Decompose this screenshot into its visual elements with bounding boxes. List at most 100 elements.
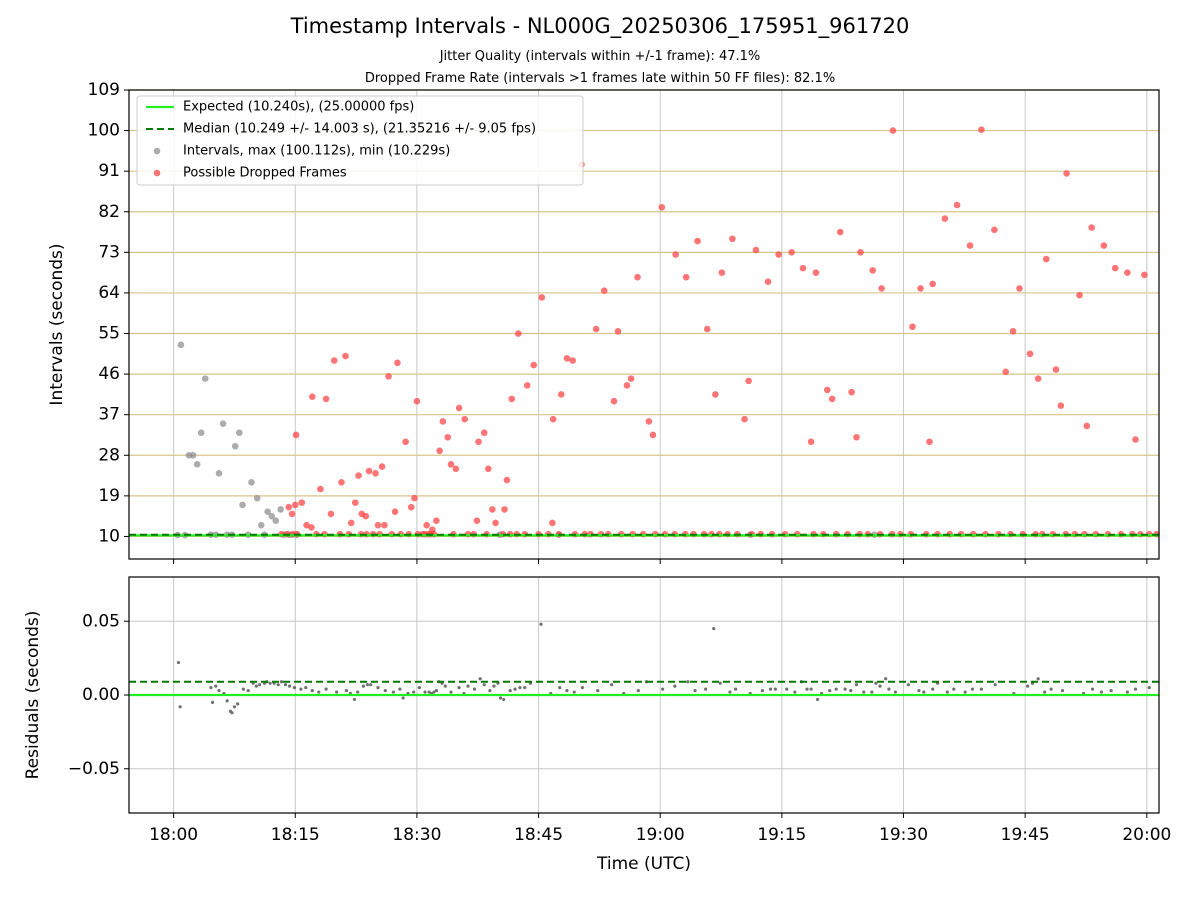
dropped-frame-point bbox=[889, 127, 897, 134]
residual-point bbox=[887, 687, 891, 691]
residual-point bbox=[878, 684, 882, 688]
dropped-frame-point bbox=[439, 418, 447, 425]
interval-point bbox=[201, 375, 209, 382]
dropped-frame-point bbox=[530, 361, 538, 369]
dropped-frame-point bbox=[444, 433, 452, 441]
residual-point bbox=[870, 690, 874, 694]
dropped-frame-point bbox=[285, 503, 293, 511]
residual-point bbox=[210, 700, 215, 704]
dropped-frame-point bbox=[374, 521, 382, 529]
residuals-plot-frame bbox=[128, 576, 1160, 814]
residual-point bbox=[230, 711, 234, 715]
residual-point bbox=[704, 687, 708, 691]
dropped-frame-point bbox=[1088, 224, 1095, 231]
residual-point bbox=[1147, 686, 1151, 690]
residual-point bbox=[1125, 690, 1129, 694]
dropped-frame-point bbox=[514, 330, 522, 337]
dropped-frame-point bbox=[327, 510, 335, 518]
dropped-frame-point bbox=[288, 510, 296, 518]
residual-point bbox=[417, 686, 421, 690]
dropped-frame-point bbox=[929, 280, 937, 288]
residual-point bbox=[1109, 688, 1113, 693]
legend-entry-label: Possible Dropped Frames bbox=[183, 166, 347, 181]
dropped-frame-point bbox=[492, 519, 499, 527]
residual-point bbox=[391, 690, 395, 694]
time-x-axis-label: Time (UTC) bbox=[596, 854, 691, 874]
interval-point bbox=[193, 460, 201, 468]
residual-point bbox=[874, 681, 878, 685]
intervals-ytick-label: 19 bbox=[98, 486, 120, 506]
dropped-frame-point bbox=[365, 467, 373, 475]
residual-point bbox=[1049, 687, 1053, 691]
interval-point bbox=[189, 451, 197, 459]
residual-point bbox=[993, 683, 997, 687]
legend-dropped-swatch bbox=[153, 169, 161, 177]
interval-point bbox=[215, 470, 223, 477]
dropped-frame-point bbox=[1063, 170, 1070, 177]
residual-point bbox=[979, 687, 983, 691]
residual-point bbox=[673, 684, 677, 688]
residual-point bbox=[1043, 690, 1047, 694]
dropped-frame-point bbox=[508, 395, 516, 403]
residual-point bbox=[268, 681, 272, 685]
dropped-frame-point bbox=[694, 237, 701, 245]
dropped-frame-point bbox=[372, 470, 379, 477]
dropped-frame-point bbox=[338, 479, 345, 486]
interval-point bbox=[239, 501, 246, 509]
residual-point bbox=[728, 690, 732, 694]
residual-point bbox=[952, 687, 956, 691]
legend-intervals-swatch bbox=[153, 147, 161, 155]
dropped-frame-point bbox=[645, 418, 653, 425]
residual-point bbox=[492, 684, 496, 688]
dropped-frame-point bbox=[362, 512, 370, 520]
dropped-frame-point bbox=[501, 506, 508, 513]
dropped-frame-point bbox=[718, 269, 726, 276]
residual-point bbox=[457, 686, 461, 690]
dropped-frame-point bbox=[433, 517, 440, 524]
dropped-frame-point bbox=[788, 249, 795, 256]
residual-point bbox=[712, 627, 716, 631]
intervals-ytick-label: 28 bbox=[98, 445, 120, 465]
residual-point bbox=[214, 684, 218, 688]
intervals-legend: Expected (10.240s), (25.00000 fps) Median… bbox=[136, 95, 584, 186]
residual-point bbox=[478, 677, 482, 681]
dropped-frame-point bbox=[1132, 436, 1139, 443]
dropped-frame-point bbox=[411, 494, 418, 502]
residual-point bbox=[225, 699, 229, 703]
intervals-ytick-label: 10 bbox=[98, 526, 120, 546]
dropped-frame-point bbox=[672, 251, 679, 258]
residual-point bbox=[945, 690, 949, 694]
dropped-frame-point bbox=[455, 404, 463, 412]
dropped-frame-point bbox=[1100, 242, 1108, 249]
dropped-frame-point bbox=[342, 352, 349, 360]
residuals-ytick-label: −0.05 bbox=[68, 759, 120, 779]
residual-point bbox=[283, 683, 288, 687]
residual-point bbox=[423, 690, 427, 694]
residual-point bbox=[572, 690, 576, 694]
residual-point bbox=[828, 688, 832, 693]
dropped-frame-point bbox=[1141, 271, 1148, 279]
dropped-frame-point bbox=[741, 415, 748, 423]
interval-point bbox=[219, 420, 227, 428]
residual-point bbox=[449, 690, 453, 694]
dropped-frame-point bbox=[473, 517, 481, 524]
dropped-frame-point bbox=[828, 395, 836, 403]
dropped-frame-point bbox=[523, 382, 531, 389]
dropped-frame-point bbox=[557, 391, 565, 398]
intervals-ytick-label: 55 bbox=[98, 324, 120, 344]
dropped-frame-point bbox=[712, 391, 719, 398]
dropped-frame-point bbox=[1076, 291, 1083, 299]
residual-point bbox=[1026, 684, 1030, 688]
dropped-frame-point bbox=[347, 519, 355, 527]
dropped-frame-point bbox=[538, 294, 546, 301]
residual-point bbox=[1060, 688, 1065, 693]
residual-point bbox=[805, 687, 809, 691]
residual-point bbox=[768, 687, 773, 691]
residual-point bbox=[369, 683, 373, 687]
dropped-frame-point bbox=[649, 431, 657, 439]
residual-point bbox=[365, 683, 370, 687]
residual-point bbox=[596, 688, 600, 693]
intervals-plot: 10 19 28 37 46 55 64 73 82 91 100 109 Intervals (sec… bbox=[47, 80, 1160, 564]
residual-point bbox=[862, 690, 866, 694]
